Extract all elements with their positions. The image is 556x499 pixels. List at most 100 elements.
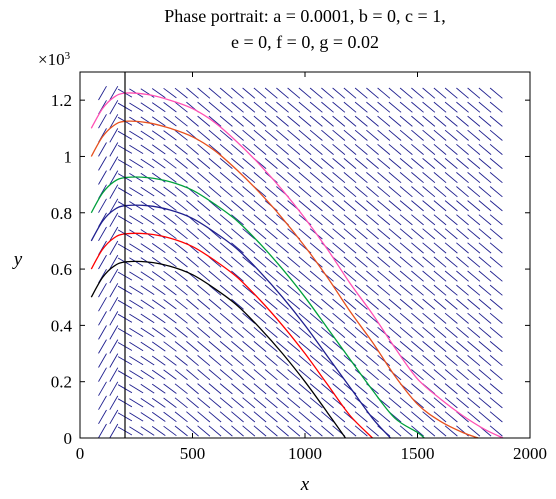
direction-field-segment xyxy=(197,186,211,198)
direction-field-segment xyxy=(109,367,119,382)
direction-field-segment xyxy=(253,87,267,99)
direction-field-segment xyxy=(242,242,256,254)
direction-field-segment xyxy=(467,312,481,324)
direction-field-segment xyxy=(298,383,312,395)
direction-field-segment xyxy=(399,143,413,155)
direction-field-segment xyxy=(332,172,346,184)
direction-field-segment xyxy=(163,355,177,366)
direction-field-segment xyxy=(174,186,188,197)
direction-field-segment xyxy=(219,115,233,127)
direction-field-segment xyxy=(388,87,402,99)
direction-field-segment xyxy=(444,228,458,240)
direction-field-segment xyxy=(174,411,188,423)
direction-field-segment xyxy=(174,270,188,282)
direction-field-segment xyxy=(163,242,177,254)
direction-field-segment xyxy=(197,214,211,226)
direction-field-segment xyxy=(231,298,244,310)
direction-field-segment xyxy=(140,383,155,394)
direction-field-segment xyxy=(186,228,199,240)
direction-field-segment xyxy=(411,341,424,352)
direction-field-segment xyxy=(478,172,492,184)
direction-field-segment xyxy=(388,214,402,226)
direction-field-segment xyxy=(219,284,233,296)
direction-field-segment xyxy=(332,101,346,113)
direction-field-segment xyxy=(332,242,346,254)
direction-field-segment xyxy=(242,129,256,141)
direction-field-segment xyxy=(264,397,278,409)
direction-field-segment xyxy=(478,143,492,155)
direction-field-segment xyxy=(321,87,334,99)
direction-field-segment xyxy=(163,172,177,183)
direction-field-segment xyxy=(98,114,107,129)
direction-field-segment xyxy=(129,215,144,225)
direction-field-segment xyxy=(174,200,188,212)
direction-field-segment xyxy=(197,242,211,254)
direction-field-segment xyxy=(456,298,469,310)
direction-field-segment xyxy=(309,242,323,254)
direction-field-segment xyxy=(197,355,211,367)
direction-field-segment xyxy=(219,298,233,310)
direction-field-segment xyxy=(388,397,402,409)
plot-frame xyxy=(79,71,531,439)
direction-field-segment xyxy=(186,397,199,409)
direction-field-segment xyxy=(264,383,278,395)
direction-field-segment xyxy=(163,200,177,211)
direction-field-segment xyxy=(399,214,413,226)
direction-field-segment xyxy=(287,129,301,141)
direction-field-segment xyxy=(444,87,458,99)
direction-field-segment xyxy=(264,326,278,338)
direction-field-segment xyxy=(321,115,334,127)
direction-field-segment xyxy=(377,158,391,169)
direction-field-segment xyxy=(366,341,379,352)
direction-field-segment xyxy=(309,326,323,338)
direction-field-segment xyxy=(399,186,413,198)
direction-field-segment xyxy=(276,101,289,113)
direction-field-segment xyxy=(151,426,166,436)
direction-field-segment xyxy=(129,398,144,408)
direction-field-segment xyxy=(489,214,503,226)
direction-field-segment xyxy=(467,411,481,423)
direction-field-segment xyxy=(287,425,301,437)
direction-field-segment xyxy=(411,369,424,381)
direction-field-segment xyxy=(253,101,267,113)
direction-field-segment xyxy=(321,172,334,184)
direction-field-segment xyxy=(354,228,368,240)
direction-field-segment xyxy=(208,270,222,282)
direction-field-segment xyxy=(109,240,119,256)
direction-field-segment xyxy=(377,228,391,240)
direction-field-segment xyxy=(422,158,436,169)
y-axis-label: y xyxy=(12,249,23,270)
direction-field-segment xyxy=(444,397,458,409)
direction-field-segment xyxy=(287,158,301,169)
direction-field-segment xyxy=(298,369,312,381)
direction-field-segment xyxy=(478,355,492,367)
direction-field-segment xyxy=(129,271,144,281)
direction-field-segment xyxy=(298,101,312,113)
direction-field-segment xyxy=(276,312,289,324)
direction-field-segment xyxy=(98,226,107,242)
direction-field-segment xyxy=(411,228,424,240)
direction-field-segment xyxy=(242,214,256,226)
direction-field-segment xyxy=(399,312,413,324)
direction-field-segment xyxy=(456,228,469,240)
direction-field-segment xyxy=(208,101,222,113)
direction-field-segment xyxy=(309,411,323,423)
direction-field-segment xyxy=(197,425,211,437)
direction-field-segment xyxy=(354,129,368,141)
direction-field-segment xyxy=(98,325,107,340)
direction-field-segment xyxy=(467,200,481,212)
direction-field-segment xyxy=(467,298,481,310)
direction-field-segment xyxy=(219,143,233,155)
direction-field-segment xyxy=(321,284,334,296)
direction-field-segment xyxy=(411,242,424,254)
direction-field-segment xyxy=(109,128,119,143)
direction-field-segment xyxy=(276,284,289,296)
trajectory-1 xyxy=(90,260,347,439)
direction-field-segment xyxy=(109,170,119,185)
direction-field-segment xyxy=(489,172,503,184)
direction-field-segment xyxy=(231,284,244,296)
direction-field-segment xyxy=(489,341,503,352)
direction-field-segment xyxy=(208,312,222,324)
direction-field-segment xyxy=(186,172,199,184)
direction-field-segment xyxy=(399,355,413,367)
